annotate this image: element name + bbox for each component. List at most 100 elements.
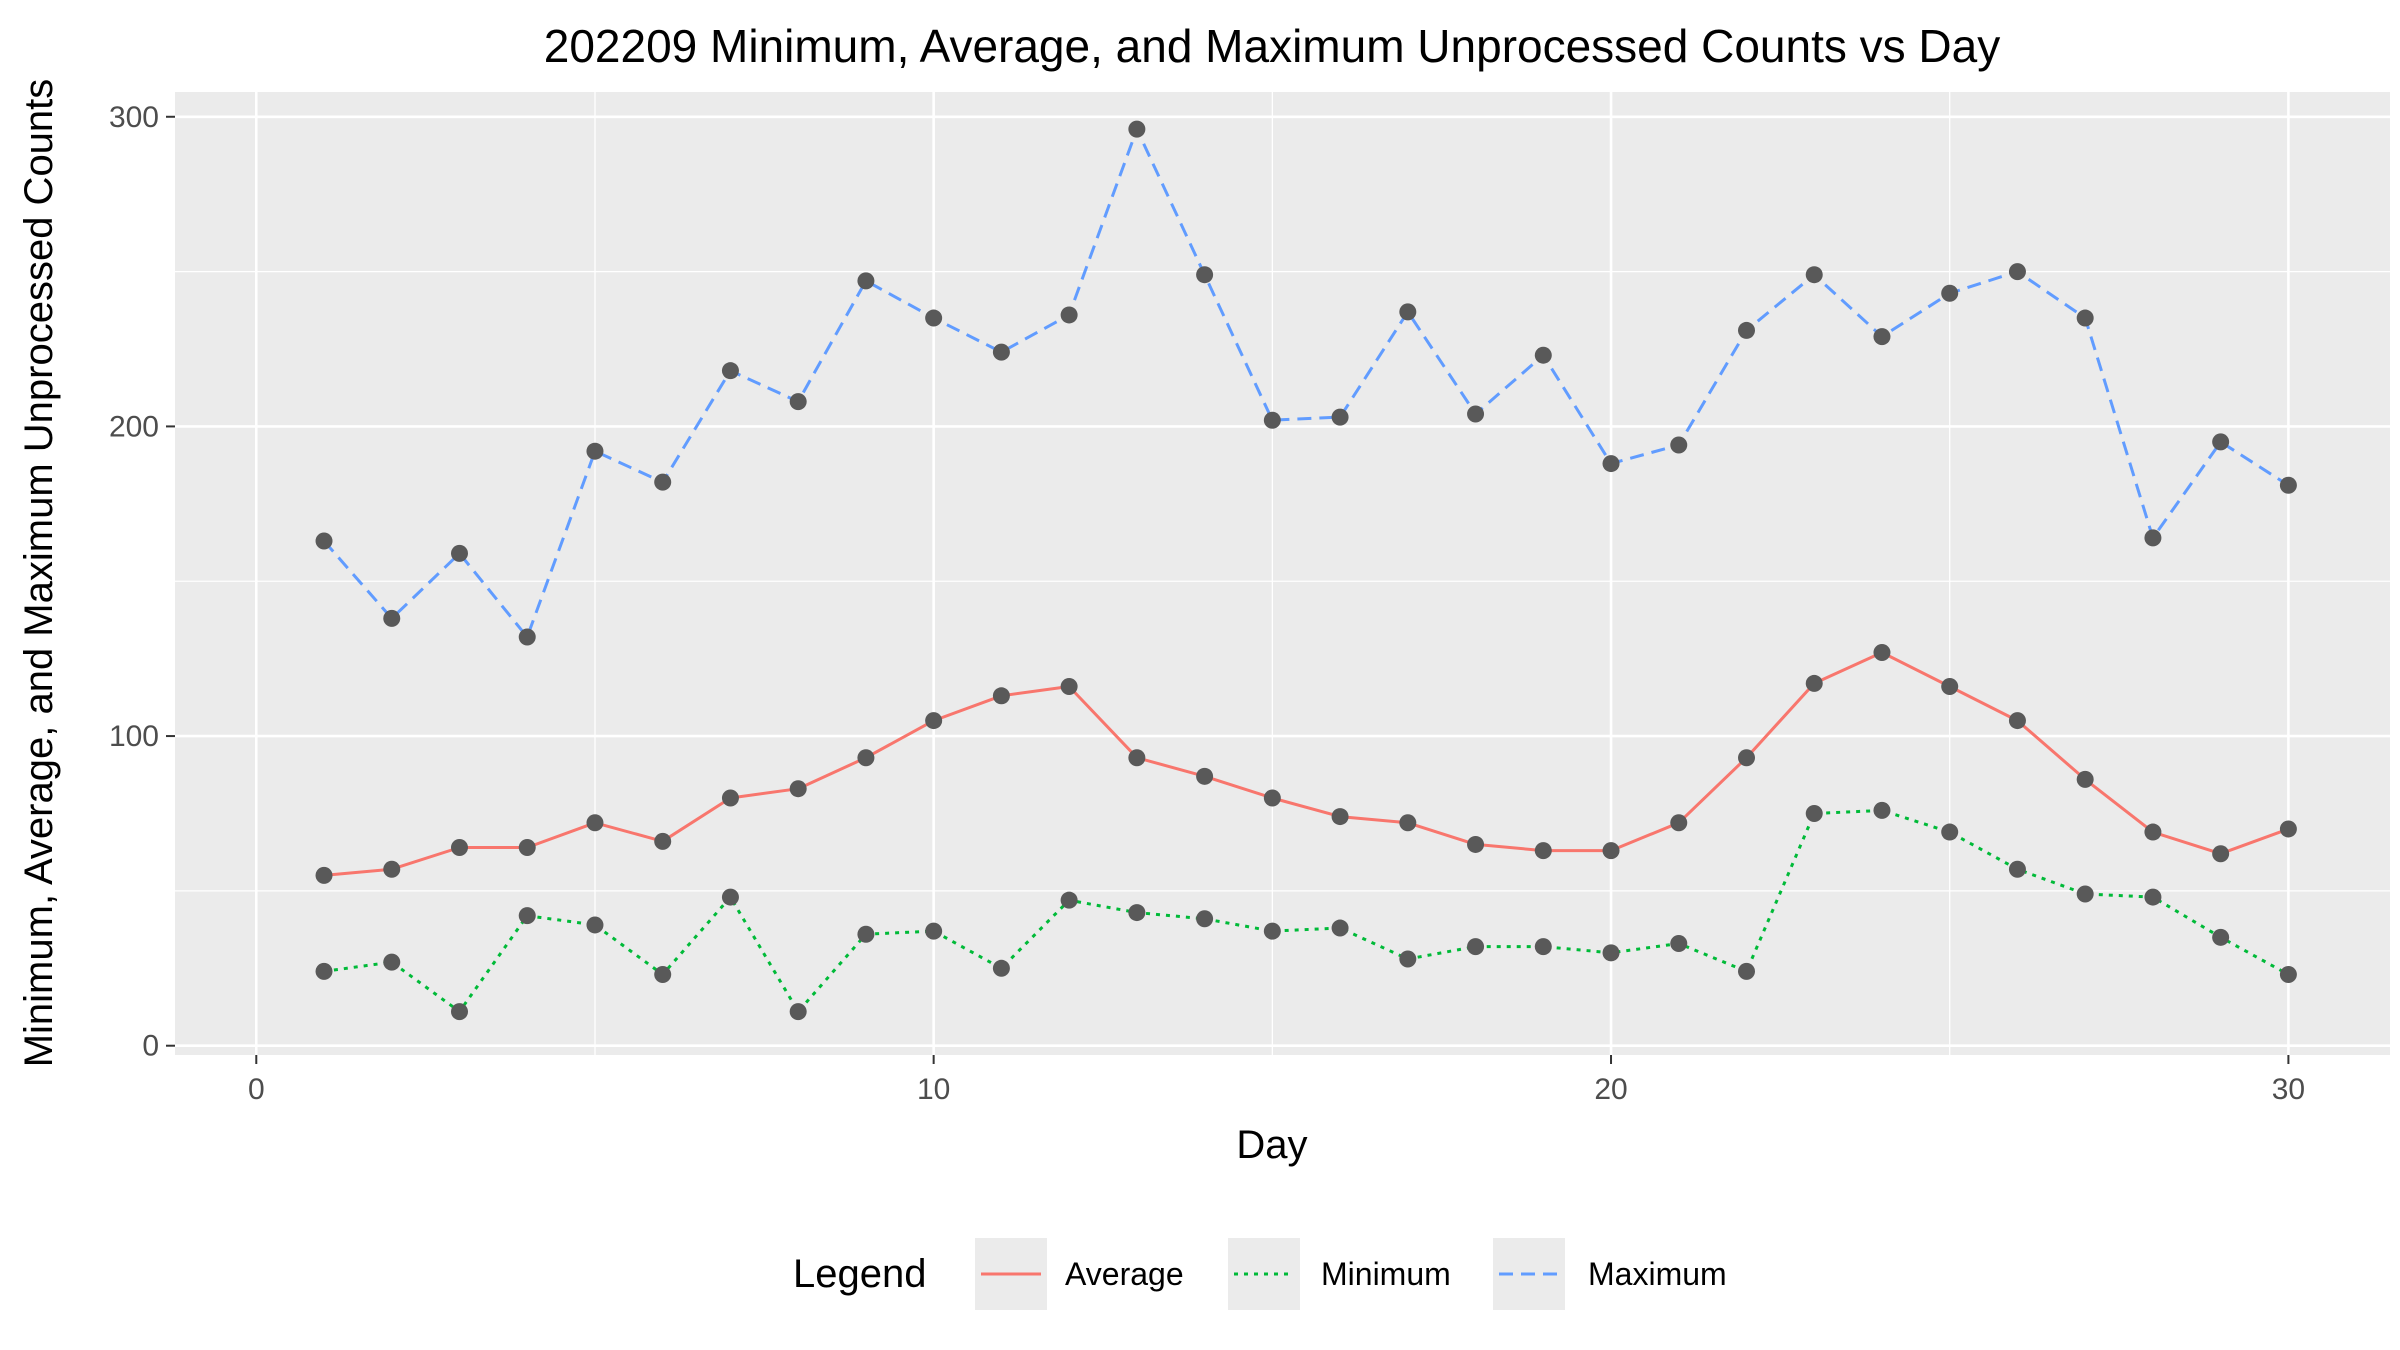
data-point-minimum bbox=[1805, 804, 1823, 822]
data-point-minimum bbox=[315, 962, 333, 980]
data-point-minimum bbox=[654, 965, 672, 983]
data-point-minimum bbox=[1534, 938, 1552, 956]
x-tick-label: 30 bbox=[2272, 1073, 2305, 1106]
data-point-average bbox=[1805, 674, 1823, 692]
data-point-maximum bbox=[586, 442, 604, 460]
data-points bbox=[315, 120, 2297, 1021]
y-tick-label: 300 bbox=[109, 101, 159, 134]
data-point-average bbox=[1873, 643, 1891, 661]
data-point-maximum bbox=[1467, 405, 1485, 423]
data-point-minimum bbox=[721, 888, 739, 906]
data-point-maximum bbox=[721, 362, 739, 380]
data-point-minimum bbox=[2076, 885, 2094, 903]
data-point-average bbox=[315, 866, 333, 884]
data-point-average bbox=[1534, 842, 1552, 860]
data-point-average bbox=[1670, 814, 1688, 832]
series-line-minimum bbox=[323, 808, 2290, 1014]
data-point-average bbox=[586, 814, 604, 832]
data-point-average bbox=[1941, 678, 1959, 696]
data-point-average bbox=[450, 839, 468, 857]
data-point-maximum bbox=[1941, 284, 1959, 302]
data-point-average bbox=[1196, 767, 1214, 785]
data-point-minimum bbox=[1737, 962, 1755, 980]
data-point-maximum bbox=[1873, 328, 1891, 346]
data-point-maximum bbox=[789, 393, 807, 411]
series-lines bbox=[322, 127, 2290, 1014]
legend-label-average: Average bbox=[1065, 1256, 1184, 1292]
data-point-minimum bbox=[1670, 935, 1688, 953]
data-point-average bbox=[857, 749, 875, 767]
series-line-maximum bbox=[322, 127, 2290, 639]
data-point-maximum bbox=[1128, 120, 1146, 138]
data-point-minimum bbox=[1602, 944, 1620, 962]
y-tick-label: 0 bbox=[142, 1030, 159, 1063]
data-point-maximum bbox=[1331, 408, 1349, 426]
data-point-maximum bbox=[450, 544, 468, 562]
data-point-average bbox=[1128, 749, 1146, 767]
data-point-average bbox=[721, 789, 739, 807]
data-point-minimum bbox=[925, 922, 943, 940]
data-point-maximum bbox=[1534, 346, 1552, 364]
data-point-average bbox=[654, 832, 672, 850]
data-point-minimum bbox=[2212, 928, 2230, 946]
data-point-average bbox=[1602, 842, 1620, 860]
legend: Legend Average Minimum Maximum bbox=[793, 1238, 1727, 1310]
x-axis-title: Day bbox=[1236, 1123, 1307, 1167]
legend-label-maximum: Maximum bbox=[1588, 1256, 1727, 1292]
data-point-average bbox=[925, 712, 943, 730]
data-point-average bbox=[1263, 789, 1281, 807]
data-point-minimum bbox=[1467, 938, 1485, 956]
y-axis-title: Minimum, Average, and Maximum Unprocesse… bbox=[17, 79, 61, 1068]
data-point-maximum bbox=[518, 628, 536, 646]
data-point-average bbox=[2076, 770, 2094, 788]
data-point-average bbox=[789, 780, 807, 798]
y-tick-label: 200 bbox=[109, 410, 159, 443]
data-point-average bbox=[518, 839, 536, 857]
data-point-minimum bbox=[1331, 919, 1349, 937]
data-point-minimum bbox=[857, 925, 875, 943]
data-point-maximum bbox=[2076, 309, 2094, 327]
data-point-maximum bbox=[1263, 411, 1281, 429]
x-axis: 0 10 20 30 bbox=[248, 1055, 2305, 1106]
data-point-minimum bbox=[1060, 891, 1078, 909]
data-point-average bbox=[383, 860, 401, 878]
data-point-minimum bbox=[1399, 950, 1417, 968]
data-point-maximum bbox=[1737, 321, 1755, 339]
data-point-maximum bbox=[1060, 306, 1078, 324]
data-point-maximum bbox=[383, 609, 401, 627]
x-tick-label: 10 bbox=[917, 1073, 950, 1106]
data-point-average bbox=[1467, 835, 1485, 853]
data-point-maximum bbox=[1602, 455, 1620, 473]
data-point-average bbox=[1737, 749, 1755, 767]
data-point-maximum bbox=[315, 532, 333, 550]
legend-title: Legend bbox=[793, 1252, 926, 1296]
data-point-minimum bbox=[518, 907, 536, 925]
data-point-minimum bbox=[1128, 904, 1146, 922]
data-point-average bbox=[2279, 820, 2297, 838]
data-point-average bbox=[1399, 814, 1417, 832]
data-point-minimum bbox=[383, 953, 401, 971]
data-point-average bbox=[2212, 845, 2230, 863]
data-point-maximum bbox=[857, 272, 875, 290]
data-point-average bbox=[1060, 678, 1078, 696]
data-point-average bbox=[2144, 823, 2162, 841]
data-point-maximum bbox=[925, 309, 943, 327]
data-point-maximum bbox=[2008, 263, 2026, 281]
data-point-minimum bbox=[992, 959, 1010, 977]
data-point-minimum bbox=[450, 1003, 468, 1021]
data-point-minimum bbox=[1941, 823, 1959, 841]
y-axis: 0 100 200 300 bbox=[109, 101, 175, 1063]
x-tick-label: 0 bbox=[248, 1073, 265, 1106]
data-point-minimum bbox=[1196, 910, 1214, 928]
data-point-minimum bbox=[789, 1003, 807, 1021]
data-point-minimum bbox=[2008, 860, 2026, 878]
y-tick-label: 100 bbox=[109, 720, 159, 753]
data-point-average bbox=[2008, 712, 2026, 730]
chart-title: 202209 Minimum, Average, and Maximum Unp… bbox=[544, 20, 2001, 72]
data-point-maximum bbox=[2144, 529, 2162, 547]
data-point-minimum bbox=[586, 916, 604, 934]
data-point-average bbox=[1331, 808, 1349, 826]
data-point-maximum bbox=[1805, 266, 1823, 284]
data-point-maximum bbox=[992, 343, 1010, 361]
